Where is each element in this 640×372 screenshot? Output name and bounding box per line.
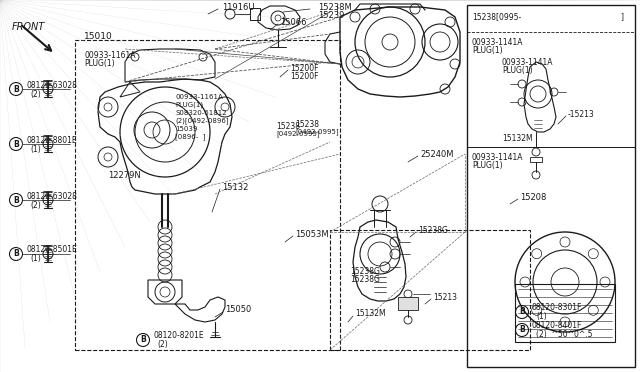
- Text: 15039: 15039: [175, 126, 197, 132]
- Text: 12279N: 12279N: [108, 170, 141, 180]
- Text: PLUG(1): PLUG(1): [472, 160, 502, 170]
- Text: 15050: 15050: [225, 305, 252, 314]
- Text: 00933-1141A: 00933-1141A: [472, 38, 524, 46]
- Text: (2)  ^50^0^.5: (2) ^50^0^.5: [536, 330, 593, 340]
- Text: 08120-8301F: 08120-8301F: [532, 304, 582, 312]
- Text: (1): (1): [536, 312, 547, 321]
- Bar: [330, 230, 530, 350]
- Text: 08120-8501E: 08120-8501E: [26, 246, 77, 254]
- Text: FRONT: FRONT: [12, 22, 45, 32]
- Text: 15238[0995-: 15238[0995-: [472, 13, 521, 22]
- Text: 15238: 15238: [295, 119, 319, 128]
- Bar: [467, 5, 635, 367]
- Text: 15132M: 15132M: [355, 310, 386, 318]
- Text: B: B: [140, 336, 146, 344]
- Text: PLUG(1): PLUG(1): [84, 58, 115, 67]
- Text: 15132: 15132: [222, 183, 248, 192]
- Text: [0492-0995]: [0492-0995]: [295, 129, 339, 135]
- Text: 00933-1141A: 00933-1141A: [472, 153, 524, 161]
- Text: 15239: 15239: [318, 10, 344, 19]
- Text: S08320-61812: S08320-61812: [175, 110, 227, 116]
- Bar: [515, 284, 615, 342]
- Text: 15010: 15010: [84, 32, 113, 41]
- Text: PLUG(1): PLUG(1): [472, 45, 502, 55]
- Text: B: B: [13, 196, 19, 205]
- Text: (2)[0492-0896]: (2)[0492-0896]: [175, 118, 228, 124]
- Text: 15238G: 15238G: [350, 276, 380, 285]
- Text: (2): (2): [30, 201, 41, 209]
- Polygon shape: [398, 297, 418, 310]
- Text: 15066: 15066: [280, 17, 307, 26]
- Text: 08120-8801E: 08120-8801E: [26, 135, 77, 144]
- Text: 11916U: 11916U: [222, 3, 255, 12]
- Text: 08120-8201E: 08120-8201E: [153, 331, 204, 340]
- Text: 25240M: 25240M: [420, 150, 454, 158]
- Text: 15238M: 15238M: [318, 3, 352, 12]
- Text: 15213: 15213: [433, 292, 457, 301]
- Text: B: B: [13, 84, 19, 93]
- Text: 15208: 15208: [520, 192, 547, 202]
- Bar: [75, 40, 340, 350]
- Text: 08120-8401F: 08120-8401F: [532, 321, 582, 330]
- Text: (1): (1): [30, 144, 41, 154]
- Text: 00933-1161A: 00933-1161A: [84, 51, 136, 60]
- Text: 15238: 15238: [276, 122, 300, 131]
- Text: [0492-0995]: [0492-0995]: [276, 131, 319, 137]
- Text: [0896-  ]: [0896- ]: [175, 134, 205, 140]
- Text: 15238G: 15238G: [418, 225, 448, 234]
- Text: 15053M: 15053M: [295, 230, 328, 238]
- Text: 08120-63028: 08120-63028: [26, 80, 77, 90]
- Text: PLUG(1): PLUG(1): [175, 102, 203, 108]
- Text: 15238G: 15238G: [350, 267, 380, 276]
- Text: (2): (2): [157, 340, 168, 350]
- Text: 08120-63028: 08120-63028: [26, 192, 77, 201]
- Text: 15200F: 15200F: [290, 71, 319, 80]
- Text: B: B: [13, 250, 19, 259]
- Text: (1): (1): [30, 254, 41, 263]
- Text: ]: ]: [620, 13, 623, 22]
- Text: B: B: [519, 326, 525, 334]
- Text: B: B: [519, 308, 525, 317]
- Text: 15132M: 15132M: [502, 134, 532, 142]
- Text: PLUG(1): PLUG(1): [502, 65, 532, 74]
- Text: 00933-1141A: 00933-1141A: [502, 58, 554, 67]
- Text: (2): (2): [30, 90, 41, 99]
- Text: 15200F: 15200F: [290, 64, 319, 73]
- Text: -15213: -15213: [568, 109, 595, 119]
- Text: B: B: [13, 140, 19, 148]
- Text: 00933-1161A: 00933-1161A: [175, 94, 223, 100]
